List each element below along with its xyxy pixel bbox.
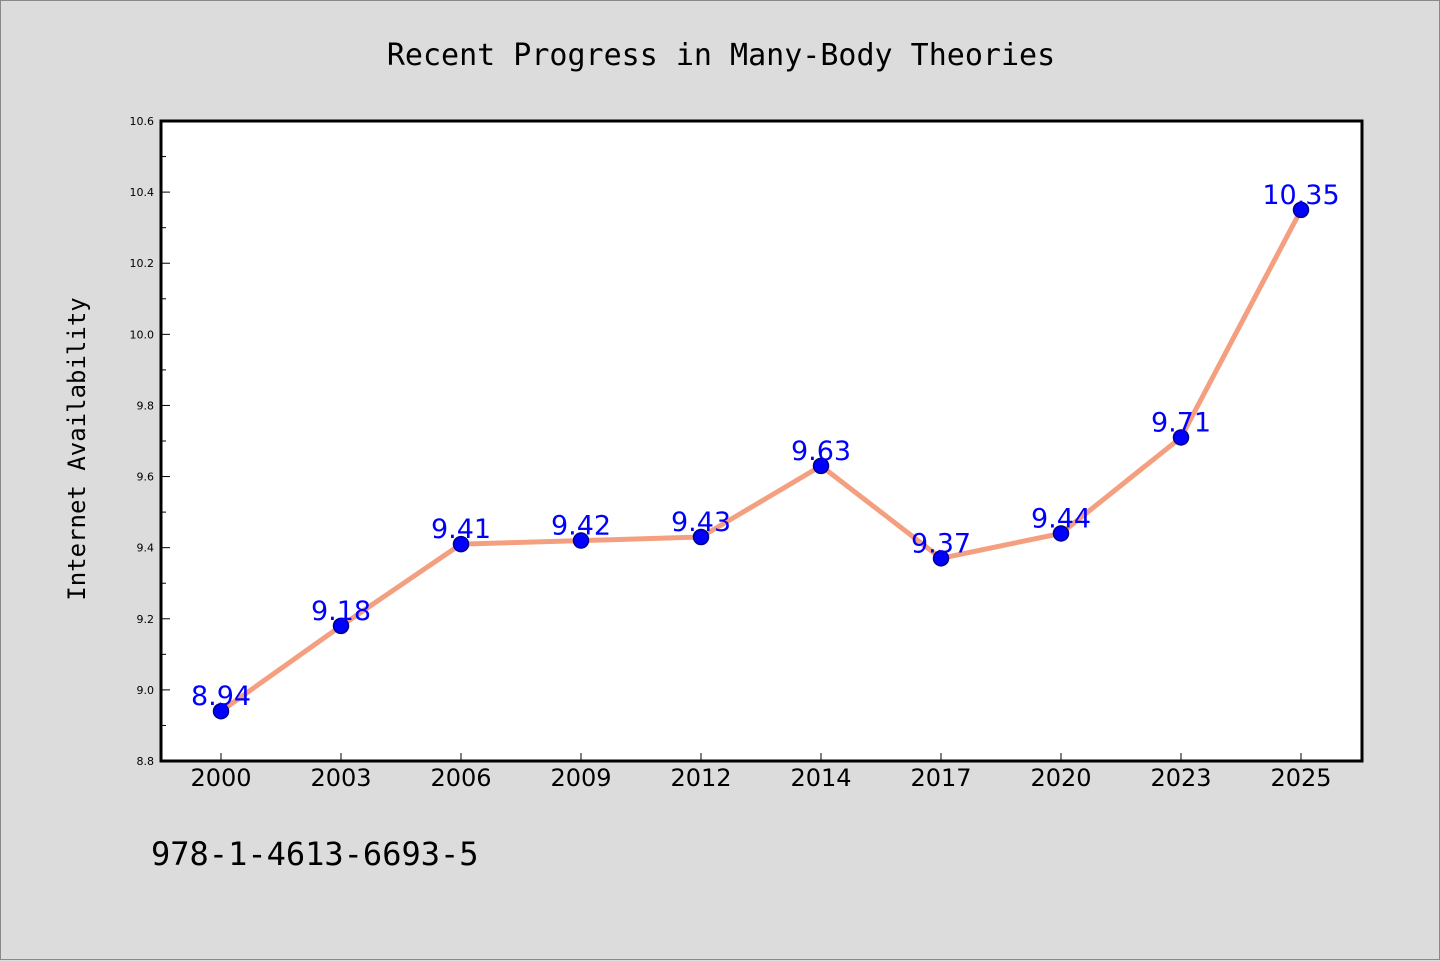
x-tick-label: 2023 xyxy=(1150,764,1211,792)
data-label: 9.63 xyxy=(791,436,851,467)
chart-title: Recent Progress in Many-Body Theories xyxy=(387,38,1055,73)
data-point xyxy=(932,550,950,567)
y-tick-label: 10.6 xyxy=(130,115,155,128)
data-label: 9.43 xyxy=(671,507,731,538)
series-layer: 8.94 9.18 9.41 9.42 9.43 9.63 9.37 9.44 9.71 10.3… xyxy=(191,180,1340,720)
data-point xyxy=(1292,201,1310,219)
x-tick-label: 2017 xyxy=(910,764,971,792)
data-label: 9.41 xyxy=(431,514,491,545)
data-label: 9.18 xyxy=(311,596,371,627)
y-tick-label: 9.6 xyxy=(137,471,155,484)
data-label: 9.44 xyxy=(1031,503,1091,534)
plot-area xyxy=(159,119,1364,763)
data-point xyxy=(812,457,830,475)
y-tick-label: 10.2 xyxy=(130,257,155,270)
data-point xyxy=(332,617,350,635)
y-tick-label: 10.0 xyxy=(130,328,155,341)
data-point xyxy=(572,532,590,549)
x-axis: 2000 2003 2006 2009 2012 2014 2017 2020 2023 2025 xyxy=(190,753,1332,792)
y-tick-label: 9.8 xyxy=(137,399,155,412)
y-tick-label: 9.2 xyxy=(137,613,155,626)
isbn-footer: 978-1-4613-6693-5 xyxy=(151,835,479,873)
x-tick-label: 2025 xyxy=(1270,764,1331,792)
data-point xyxy=(452,535,470,553)
x-tick-label: 2012 xyxy=(670,764,731,792)
data-point xyxy=(1172,429,1190,446)
y-tick-label: 9.4 xyxy=(137,542,155,555)
x-tick-label: 2003 xyxy=(310,764,371,792)
x-tick-label: 2009 xyxy=(550,764,611,792)
x-tick-label: 2000 xyxy=(190,764,251,792)
data-label: 9.42 xyxy=(551,511,611,542)
x-tick-label: 2020 xyxy=(1030,764,1091,792)
y-axis: 8.8 9.0 9.2 9.4 9.6 9.8 10.0 10.2 10.4 10.6 xyxy=(130,115,170,768)
series-line xyxy=(218,207,1304,714)
y-tick-label: 9.0 xyxy=(137,684,155,697)
y-tick-label: 8.8 xyxy=(137,755,155,768)
data-label: 9.37 xyxy=(911,528,971,559)
data-label: 10.35 xyxy=(1262,180,1339,211)
x-tick-label: 2006 xyxy=(430,764,491,792)
y-tick-label: 10.4 xyxy=(130,186,155,199)
y-axis-label: Internet Availability xyxy=(63,297,91,600)
data-point xyxy=(212,702,230,720)
x-tick-label: 2014 xyxy=(790,764,851,792)
data-label: 8.94 xyxy=(191,681,251,712)
data-point xyxy=(692,528,710,546)
data-label: 9.71 xyxy=(1151,407,1211,438)
data-point xyxy=(1052,525,1070,542)
